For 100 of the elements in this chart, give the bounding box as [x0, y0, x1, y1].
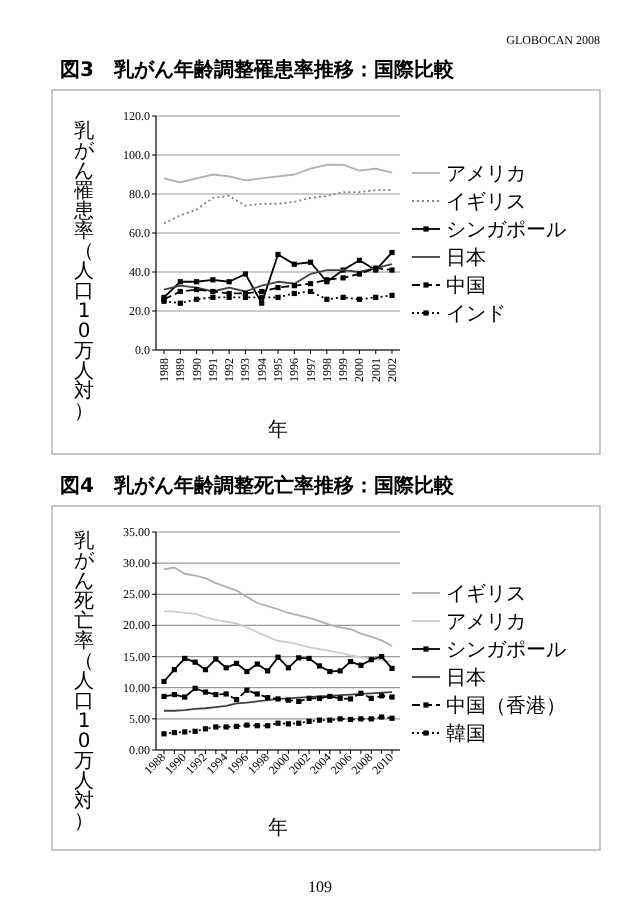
point	[306, 655, 312, 662]
point	[182, 655, 188, 662]
point	[192, 728, 198, 734]
point	[389, 665, 395, 672]
point	[213, 656, 219, 662]
legend-label: 韓国	[446, 722, 486, 746]
point	[259, 288, 265, 295]
legend-label: アメリカ	[446, 164, 526, 186]
legend-label: 日本	[446, 666, 486, 690]
x-axis-title: 年	[268, 418, 288, 442]
point	[358, 662, 364, 668]
point	[171, 691, 177, 698]
chart-title: 図4 乳がん年齢調整死亡率推移：国際比較	[60, 474, 456, 498]
point	[389, 249, 395, 256]
point	[210, 288, 216, 295]
point	[192, 659, 198, 665]
point	[161, 693, 167, 700]
point	[356, 271, 363, 277]
chart-title: 図3 乳がん年齢調整罹患率推移：国際比較	[60, 58, 456, 82]
legend-label: 中国（香港）	[446, 694, 566, 718]
point	[177, 288, 183, 295]
point	[316, 695, 323, 701]
point	[379, 653, 385, 660]
point	[327, 717, 333, 723]
point	[389, 694, 395, 700]
point	[275, 285, 281, 291]
line-series	[163, 163, 393, 184]
line-series	[163, 691, 393, 712]
point	[265, 723, 271, 729]
point	[223, 691, 229, 697]
point	[182, 694, 188, 700]
point	[379, 714, 385, 720]
point	[233, 660, 240, 667]
point	[242, 271, 249, 277]
point	[389, 267, 395, 273]
point	[244, 722, 250, 728]
point	[337, 668, 343, 674]
point	[327, 668, 333, 675]
point	[177, 279, 183, 285]
point	[223, 724, 229, 730]
point	[291, 283, 297, 289]
point	[285, 665, 291, 671]
legend-label: イギリス	[446, 190, 526, 214]
point	[389, 715, 395, 721]
point	[193, 296, 200, 302]
text: 109	[308, 878, 332, 896]
point	[213, 691, 219, 698]
point	[373, 294, 379, 300]
point	[244, 687, 250, 693]
point	[368, 657, 374, 663]
point	[254, 691, 260, 697]
point	[296, 655, 302, 661]
point	[358, 690, 364, 696]
point	[254, 661, 260, 667]
point	[275, 720, 281, 726]
point	[291, 290, 297, 297]
point	[285, 721, 291, 727]
point	[379, 693, 385, 699]
point	[244, 668, 250, 675]
point	[223, 665, 229, 671]
point	[171, 667, 177, 673]
point	[291, 261, 297, 267]
point	[161, 731, 167, 737]
text: 乳がん死亡率（人口10万人対）	[74, 531, 94, 833]
legend-label: インド	[446, 304, 506, 326]
point	[389, 292, 395, 298]
point	[275, 696, 281, 702]
point	[285, 697, 291, 703]
point	[265, 668, 271, 674]
point	[356, 296, 363, 302]
point	[316, 717, 323, 723]
point	[192, 685, 198, 691]
point	[210, 294, 216, 300]
line-series	[163, 263, 393, 293]
point	[368, 716, 374, 722]
legend-label: イギリス	[446, 582, 526, 606]
point	[275, 294, 281, 300]
point	[226, 279, 232, 285]
point	[177, 300, 183, 306]
point	[202, 689, 209, 695]
point	[259, 294, 265, 300]
point	[265, 695, 271, 701]
point	[356, 257, 363, 263]
line-series	[163, 566, 393, 647]
point	[307, 288, 314, 295]
point	[316, 663, 323, 669]
point	[254, 723, 260, 729]
point	[161, 678, 167, 685]
point	[347, 696, 354, 702]
point	[340, 275, 346, 281]
point	[210, 277, 216, 283]
point	[306, 695, 312, 701]
legend-label: シンガポール	[446, 640, 566, 662]
point	[324, 296, 330, 302]
point	[193, 279, 200, 285]
point	[275, 654, 281, 660]
point	[307, 281, 314, 287]
legend-label: シンガポール	[446, 220, 566, 242]
point	[171, 729, 177, 736]
text: 乳がん罹患率（人口10万人対）	[74, 121, 94, 423]
